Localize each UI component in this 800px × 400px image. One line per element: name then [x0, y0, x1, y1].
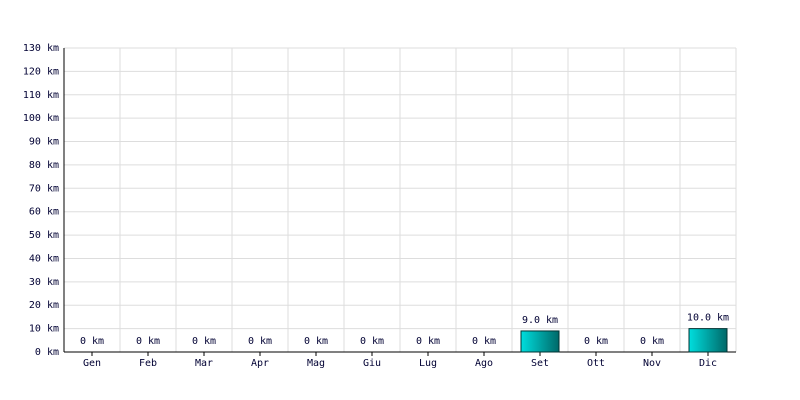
x-tick-label: Ott	[587, 358, 605, 369]
bar	[520, 330, 560, 353]
y-tick-label: 110 km	[23, 90, 59, 101]
y-tick-label: 130 km	[23, 43, 59, 54]
x-tick-label: Dic	[699, 358, 717, 369]
value-label: 10.0 km	[687, 313, 729, 324]
value-label: 0 km	[80, 336, 104, 347]
x-tick-label: Mar	[195, 358, 213, 369]
x-tick-label: Nov	[643, 358, 661, 369]
y-tick-label: 50 km	[29, 230, 59, 241]
y-tick-label: 60 km	[29, 207, 59, 218]
y-tick-label: 120 km	[23, 66, 59, 77]
x-tick-label: Feb	[139, 358, 157, 369]
x-tick-label: Set	[531, 358, 549, 369]
x-tick-label: Apr	[251, 358, 269, 369]
y-tick-label: 0 km	[35, 347, 59, 358]
value-label: 0 km	[192, 336, 216, 347]
y-tick-label: 10 km	[29, 324, 59, 335]
y-tick-label: 20 km	[29, 300, 59, 311]
y-tick-label: 80 km	[29, 160, 59, 171]
value-label: 9.0 km	[522, 315, 558, 326]
value-label: 0 km	[472, 336, 496, 347]
value-label: 0 km	[136, 336, 160, 347]
x-tick-label: Ago	[475, 358, 493, 369]
value-label: 0 km	[248, 336, 272, 347]
x-tick-label: Lug	[419, 358, 437, 369]
value-label: 0 km	[640, 336, 664, 347]
x-tick-label: Giu	[363, 358, 381, 369]
value-label: 0 km	[304, 336, 328, 347]
y-tick-label: 100 km	[23, 113, 59, 124]
y-tick-label: 90 km	[29, 137, 59, 148]
value-label: 0 km	[584, 336, 608, 347]
bar	[688, 328, 728, 353]
x-tick-label: Mag	[307, 358, 325, 369]
value-label: 0 km	[360, 336, 384, 347]
y-tick-label: 70 km	[29, 183, 59, 194]
y-tick-label: 40 km	[29, 253, 59, 264]
y-tick-label: 30 km	[29, 277, 59, 288]
value-label: 0 km	[416, 336, 440, 347]
x-tick-label: Gen	[83, 358, 101, 369]
